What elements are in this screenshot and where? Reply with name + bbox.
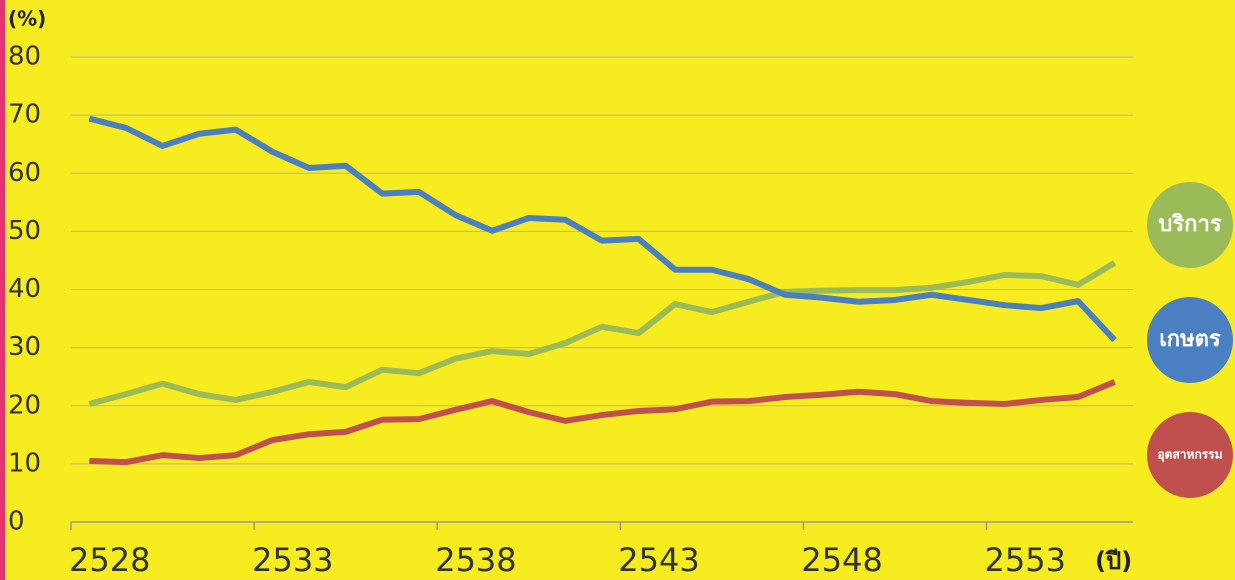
- y-tick-label: 50: [8, 216, 41, 246]
- y-tick-label: 30: [8, 332, 41, 362]
- y-axis-label: (%): [8, 7, 46, 31]
- y-tick-label: 0: [8, 507, 25, 537]
- legend-marker: [1147, 182, 1233, 268]
- legend-label: อุตสาหกรรม: [1157, 448, 1222, 463]
- y-tick-label: 40: [8, 274, 41, 304]
- y-tick-label: 20: [8, 390, 41, 420]
- x-tick-label: 2538: [435, 541, 516, 579]
- x-tick-label: 2548: [801, 541, 882, 579]
- legend-marker: [1147, 412, 1233, 498]
- x-tick-label: 2543: [618, 541, 699, 579]
- legend-label: บริการ: [1158, 212, 1221, 237]
- y-tick-label: 10: [8, 448, 41, 478]
- legend-marker: [1147, 297, 1233, 383]
- x-axis-label: (ปี): [1095, 547, 1132, 575]
- line-series: [88, 115, 1117, 343]
- legend-label: เกษตร: [1159, 327, 1221, 352]
- line-series: [89, 379, 1116, 466]
- y-tick-label: 80: [8, 42, 41, 72]
- y-tick-label: 70: [8, 100, 41, 130]
- x-tick-label: 2528: [69, 541, 150, 579]
- edge-strip: [0, 0, 5, 580]
- x-tick-label: 2553: [985, 541, 1066, 579]
- x-tick-label: 2533: [252, 541, 333, 579]
- line-series: [88, 260, 1117, 407]
- y-tick-label: 60: [8, 158, 41, 188]
